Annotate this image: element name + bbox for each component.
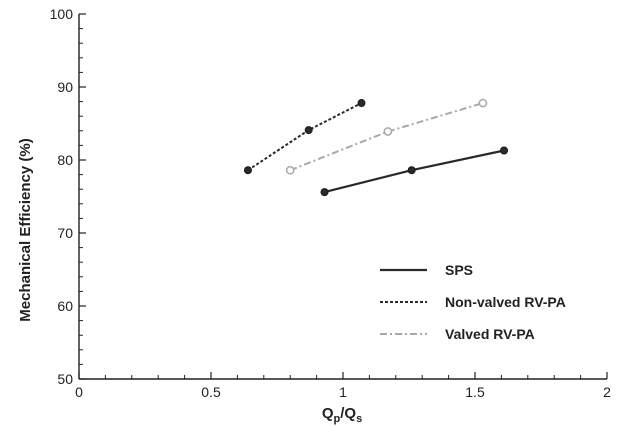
- x-axis-title: Qp/Qs: [322, 405, 362, 425]
- legend: SPS Non-valved RV-PA Valved RV-PA: [380, 262, 566, 342]
- data-point-sps: [500, 146, 509, 155]
- data-point-valved-rv-pa: [478, 98, 488, 108]
- y-tick-label: 90: [57, 79, 73, 95]
- y-tick-label: 80: [57, 152, 73, 168]
- legend-label-non-valved-rv-pa: Non-valved RV-PA: [445, 294, 566, 310]
- data-point-non-valved-rv-pa: [304, 126, 313, 135]
- data-point-sps: [320, 188, 329, 197]
- data-point-valved-rv-pa: [383, 127, 393, 136]
- data-point-non-valved-rv-pa: [243, 166, 252, 175]
- data-point-valved-rv-pa: [285, 165, 295, 175]
- y-tick-label: 100: [50, 6, 74, 22]
- x-axis-title-slash: /Q: [340, 405, 356, 422]
- axes: [78, 14, 607, 380]
- x-tick-label: 1.5: [465, 384, 485, 400]
- data-point-non-valved-rv-pa: [357, 99, 366, 108]
- x-axis-title-q: Q: [322, 405, 334, 422]
- ticks: 50 60 70 80 90 100 0 0.5 1 1.5 2: [50, 6, 611, 400]
- x-tick-label: 1: [339, 384, 347, 400]
- y-tick-label: 70: [57, 225, 73, 241]
- series-line-non-valved-rv-pa: [247, 102, 362, 172]
- y-tick-label: 60: [57, 298, 73, 314]
- legend-label-sps: SPS: [445, 262, 473, 278]
- x-axis-title-sub-s: s: [356, 413, 362, 425]
- x-tick-label: 2: [603, 384, 611, 400]
- x-tick-label: 0.5: [201, 384, 221, 400]
- x-tick-label: 0: [75, 384, 83, 400]
- y-tick-label: 50: [57, 371, 73, 387]
- series-layer: [243, 98, 509, 197]
- legend-label-valved-rv-pa: Valved RV-PA: [445, 326, 535, 342]
- data-point-sps: [407, 166, 416, 175]
- x-axis-title-sub-p: p: [333, 413, 340, 425]
- y-axis-title: Mechanical Efficiency (%): [17, 138, 34, 321]
